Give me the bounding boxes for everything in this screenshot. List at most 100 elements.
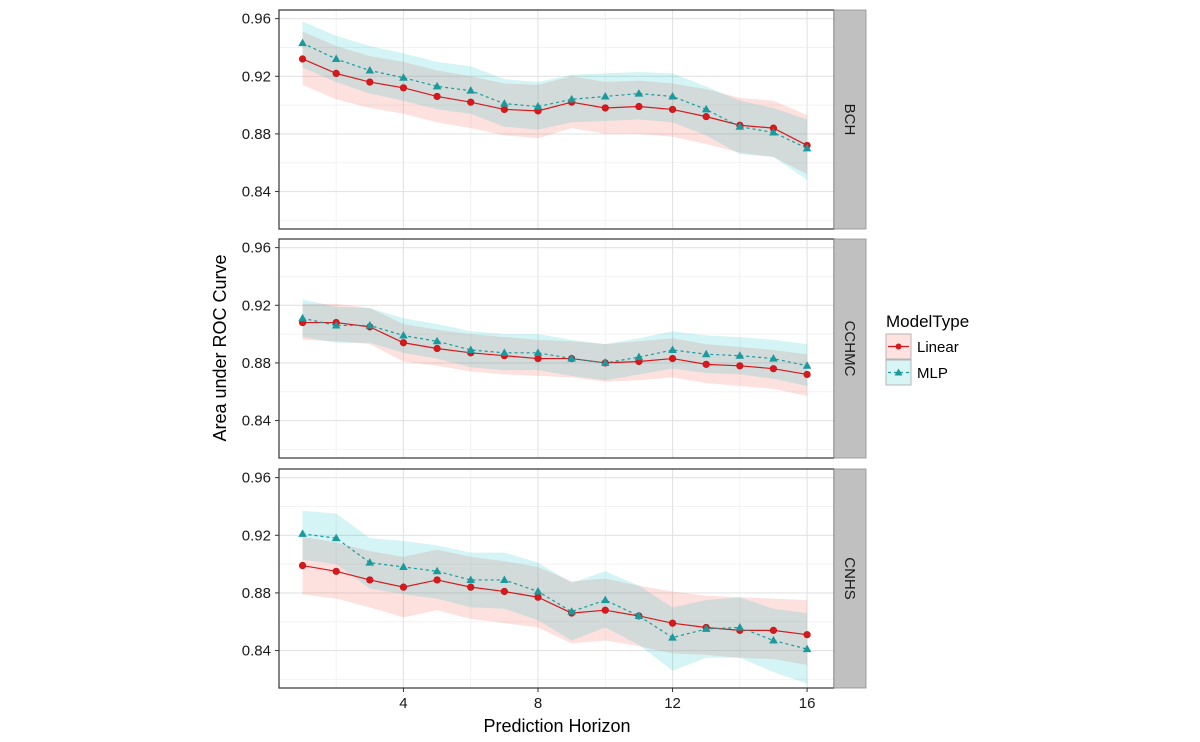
legend-marker-circle [895,343,902,350]
data-point-mlp [533,348,543,356]
data-point-mlp [432,81,442,90]
data-point-mlp [399,562,408,570]
data-point-linear [399,339,408,347]
data-point-mlp [567,94,576,103]
data-point-linear [467,583,475,591]
x-tick-label: 8 [534,695,542,712]
data-point-mlp [533,102,543,110]
data-point-mlp [331,533,341,542]
data-point-mlp [466,575,476,583]
data-point-mlp [331,320,341,329]
panel-cchmc: CCHMC 0.84 0.88 0.92 0.96 [242,238,867,459]
legend-label-mlp: MLP [917,365,948,382]
data-point-mlp [668,633,677,641]
facet-strip [833,468,867,689]
data-point-linear [433,344,441,353]
data-point-linear [769,365,778,373]
data-point-mlp [466,345,476,353]
data-point-mlp [769,354,778,362]
data-point-linear [668,354,677,363]
data-point-linear [332,567,340,575]
y-tick-label: 0.88 [242,585,271,602]
y-axis-title: Area under ROC Curve [210,254,230,441]
y-tick-label: 0.92 [242,68,271,85]
data-point-linear [803,370,811,379]
data-point-mlp [701,104,711,113]
y-tick-label: 0.84 [242,413,271,430]
panels: BCH 0.84 0.88 0.92 0.96 CCHMC 0.84 0.88 0.92 0.96… [242,9,867,689]
data-point-mlp [600,595,610,604]
panel-background [279,239,834,458]
data-point-mlp [466,86,476,94]
data-point-linear [500,587,508,596]
data-point-mlp [298,529,307,537]
data-point-mlp [500,575,509,583]
y-tick-label: 0.84 [242,643,271,660]
data-point-mlp [668,91,677,100]
data-point-mlp [802,361,812,369]
data-point-mlp [365,320,375,329]
data-point-linear [298,561,307,570]
legend-label-linear: Linear [917,339,959,356]
x-axis: 4 8 12 16 [399,688,815,712]
data-point-linear [399,84,408,92]
data-point-mlp [634,89,644,97]
data-point-mlp [701,624,711,632]
data-point-mlp [668,345,677,353]
y-tick-label: 0.92 [242,297,271,314]
series-line-mlp [302,533,808,650]
legend-title: ModelType [886,312,969,331]
data-point-linear [298,55,307,63]
x-axis-title: Prediction Horizon [483,716,630,736]
data-point-linear [769,626,778,634]
data-point-mlp [769,127,778,136]
y-tick-label: 0.88 [242,126,271,143]
facet-strip [833,9,867,230]
data-point-mlp [567,354,576,362]
data-point-mlp [399,73,408,81]
legend-item-mlp: MLP [885,359,948,386]
data-point-mlp [298,313,307,322]
data-point-linear [332,69,340,77]
y-tick-label: 0.84 [242,184,271,201]
panel-cnhs: CNHS 0.84 0.88 0.92 0.96 [242,468,867,689]
data-point-mlp [634,352,644,361]
data-point-mlp [533,586,543,595]
facet-strip [833,238,867,459]
data-point-linear [601,104,609,112]
data-point-linear [702,360,710,368]
data-point-linear [467,98,475,106]
data-point-mlp [802,644,812,653]
data-point-mlp [735,622,745,631]
confidence-band-linear [302,303,808,397]
data-point-mlp [600,358,610,366]
data-point-mlp [331,54,341,62]
series-line-linear [302,564,808,636]
series-line-mlp [302,317,808,367]
facet-strip-label: BCH [841,104,858,136]
data-point-mlp [500,99,509,107]
x-tick-label: 4 [399,695,407,712]
data-point-mlp [567,607,576,615]
series-line-linear [302,58,808,146]
facet-strip-label: CNHS [841,557,858,600]
legend-item-linear: Linear [885,333,959,360]
data-point-mlp [500,348,509,356]
confidence-band-linear [302,536,808,665]
data-point-mlp [365,66,375,74]
legend-marker-triangle [894,368,903,376]
data-point-mlp [735,351,745,359]
data-point-mlp [432,336,442,345]
data-point-linear [534,593,542,601]
series-line-linear [302,321,808,376]
legend: ModelType Linear MLP [885,312,969,386]
y-tick-label: 0.88 [242,355,271,372]
data-point-linear [399,583,408,591]
data-point-mlp [298,38,307,47]
confidence-band-linear [302,31,808,175]
data-point-linear [635,102,643,111]
data-point-linear [433,576,441,584]
data-point-mlp [432,566,442,575]
panel-background [279,10,834,229]
data-point-mlp [399,331,408,339]
